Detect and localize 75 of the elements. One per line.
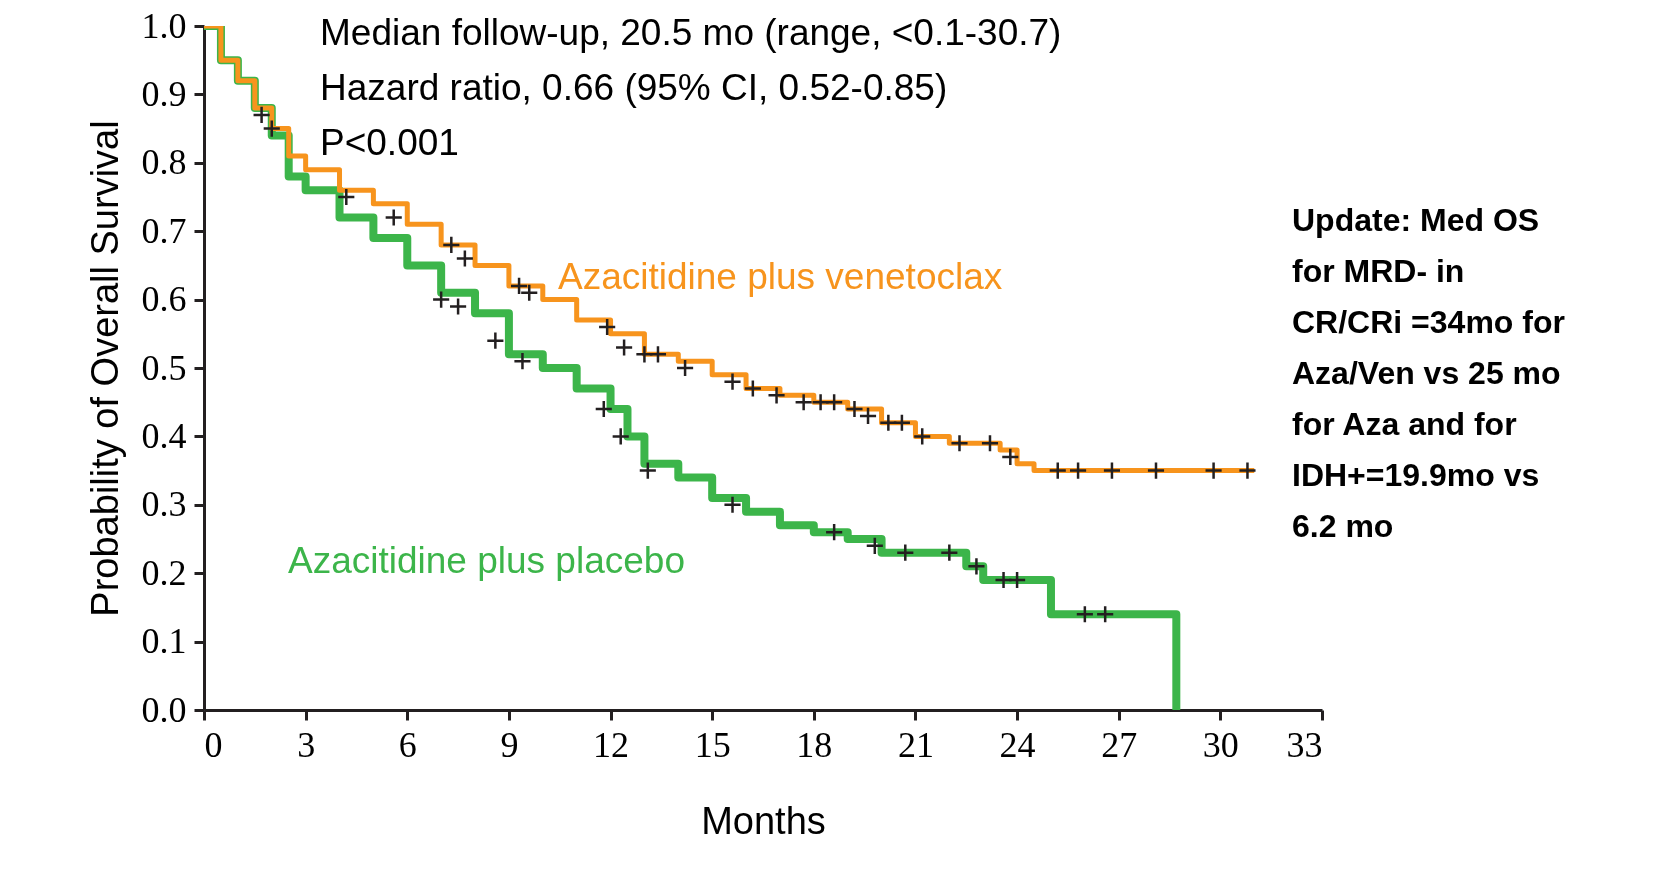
x-tick-label: 9 [500,724,519,765]
point [895,543,915,562]
x-tick-label: 12 [593,724,630,765]
annotation: Hazard ratio, 0.66 (95% CI, 0.52-0.85) [320,67,948,108]
point [980,433,1000,453]
point [950,433,969,453]
y-tick-label: 0.5 [141,347,187,388]
point [448,297,468,316]
point [1238,461,1257,480]
point [1102,461,1122,480]
y-tick-label: 0.2 [141,552,187,593]
x-tick-label: 27 [1101,724,1138,765]
x-tick-label: 15 [694,724,731,765]
point [1146,461,1166,480]
x-tick-label: 6 [398,724,417,765]
x-axis-title: Months [701,799,826,842]
annotation: P<0.001 [320,122,459,163]
annotation: Update: Med OS for MRD- in CR/CRi =34mo for Aza/Ven vs 25 mo for Aza and for IDH+=19.9mo vs 6.2 mo [1292,202,1565,544]
point [767,386,786,405]
y-tick-label: 1.0 [141,5,187,46]
y-tick-label: 0.9 [141,73,187,114]
point [1075,604,1095,624]
point [940,543,959,562]
series-label: Azacitidine plus placebo [288,540,685,581]
point [675,358,695,378]
point [442,235,461,255]
point [794,392,813,412]
point [1204,461,1223,480]
annotation: Median follow-up, 20.5 mo (range, <0.1-30.7) [320,12,1062,53]
x-tick-label: 24 [999,724,1036,765]
point [743,379,763,398]
x-tick-label: 30 [1202,724,1239,765]
point [431,290,451,309]
point [858,406,878,426]
point [594,399,614,419]
point [611,427,631,446]
point [262,119,282,138]
point [824,522,844,542]
x-tick-label: 33 [1286,724,1323,765]
point [723,495,742,515]
point [455,249,475,268]
point [614,338,634,357]
point [384,208,404,227]
y-tick-label: 0.4 [141,415,187,456]
x-tick-label: 0 [204,724,223,765]
point [865,536,885,556]
point [597,317,617,337]
point [638,461,658,480]
point [892,413,912,433]
point [1001,447,1020,467]
point [723,372,742,391]
x-tick-label: 21 [897,724,934,765]
x-tick-label: 18 [796,724,833,765]
point [486,331,505,350]
point [1068,461,1088,480]
y-tick-label: 0.7 [141,210,187,251]
point [824,392,844,412]
point [648,345,668,364]
point [845,399,864,419]
point [252,105,271,125]
y-tick-label: 0.6 [141,279,187,320]
point [513,351,532,371]
point [1007,570,1027,590]
y-tick-label: 0.0 [141,689,187,730]
point [1048,461,1068,480]
point [967,557,986,576]
point [336,187,356,207]
y-tick-label: 0.3 [141,484,187,525]
x-tick-label: 3 [297,724,316,765]
y-axis-title: Probability of Overall Survival [83,120,126,617]
y-tick-label: 0.8 [141,142,187,183]
series-label: Azacitidine plus venetoclax [558,256,1003,297]
point [912,427,932,446]
point [1095,604,1115,624]
y-tick-label: 0.1 [141,621,187,662]
